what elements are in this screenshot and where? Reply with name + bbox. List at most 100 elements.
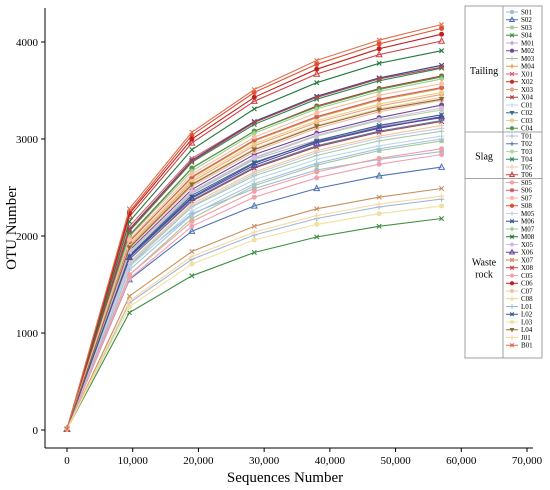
series-line	[66, 187, 442, 430]
data-point-marker	[126, 237, 132, 243]
data-point-marker	[376, 135, 382, 141]
data-point-marker	[126, 245, 133, 251]
data-point-marker	[188, 227, 196, 234]
legend-group-label-line: rock	[475, 270, 493, 281]
data-point-marker	[314, 94, 320, 100]
data-point-marker	[375, 124, 383, 132]
legend-item: C02	[506, 109, 533, 117]
legend-label: M05	[521, 210, 535, 218]
series-B01	[64, 21, 445, 432]
data-point-marker	[376, 88, 382, 95]
data-point-marker	[251, 130, 258, 136]
series-C05	[64, 152, 445, 432]
data-point-marker	[314, 234, 320, 240]
legend-label: C02	[521, 109, 533, 117]
data-point-marker	[189, 248, 195, 255]
data-point-marker	[314, 206, 320, 212]
data-point-marker	[251, 237, 257, 243]
data-point-marker	[189, 147, 195, 153]
data-point-marker	[251, 86, 257, 93]
data-point-marker	[509, 188, 515, 193]
legend-item: C03	[506, 117, 533, 125]
data-point-marker	[189, 273, 195, 279]
data-point-marker	[251, 223, 257, 229]
data-point-marker	[437, 163, 446, 170]
y-tick-label: 2000	[16, 231, 39, 243]
legend-item: L02	[506, 311, 533, 319]
legend-item: S02	[506, 16, 532, 24]
data-point-marker	[509, 141, 515, 147]
data-point-marker	[125, 253, 134, 261]
legend-item: S03	[506, 24, 532, 32]
data-point-marker	[509, 63, 515, 69]
legend-label: C03	[521, 117, 533, 125]
data-point-marker	[438, 21, 445, 28]
y-axis-title: OTU Number	[4, 186, 20, 270]
legend-label: M03	[521, 55, 535, 63]
data-point-marker	[376, 37, 382, 43]
data-point-marker	[509, 40, 515, 46]
data-point-marker	[509, 343, 515, 348]
data-point-marker	[438, 97, 445, 103]
legend-item: C06	[506, 280, 533, 288]
data-point-marker	[189, 203, 195, 209]
data-point-marker	[314, 66, 320, 72]
legend-label: T05	[521, 163, 533, 171]
data-point-marker	[313, 106, 320, 112]
data-point-marker	[509, 195, 515, 201]
data-point-marker	[189, 171, 195, 177]
legend-item: M07	[506, 225, 535, 233]
legend-label: S01	[521, 8, 532, 16]
data-point-marker	[189, 261, 195, 267]
legend-label: C06	[521, 280, 533, 288]
data-point-marker	[508, 171, 516, 178]
data-point-marker	[509, 102, 515, 108]
data-point-marker	[313, 124, 320, 130]
x-tick-label: 20,000	[183, 455, 214, 467]
data-point-marker	[189, 216, 195, 221]
data-point-marker	[375, 50, 383, 58]
legend-label: X08	[521, 264, 534, 272]
legend-item: X03	[506, 86, 534, 94]
x-tick-label: 50,000	[380, 455, 411, 467]
data-point-marker	[251, 171, 257, 177]
legend-label: X07	[521, 256, 534, 264]
legend-label: M02	[521, 47, 535, 55]
data-point-marker	[189, 182, 195, 188]
legend-label: S05	[521, 179, 532, 187]
data-point-marker	[376, 76, 382, 82]
legend-item: T05	[506, 163, 533, 171]
legend-item: T03	[506, 148, 533, 156]
data-point-marker	[126, 304, 132, 310]
y-tick-label: 1000	[16, 328, 39, 340]
legend-item: X02	[506, 78, 534, 86]
data-point-marker	[438, 193, 445, 199]
data-point-marker	[509, 164, 515, 170]
series-T01	[64, 136, 445, 432]
data-point-marker	[314, 221, 320, 227]
data-point-marker	[509, 234, 515, 239]
axes	[44, 8, 533, 449]
data-point-marker	[314, 160, 320, 166]
legend-label: M07	[521, 225, 535, 233]
data-point-marker	[439, 89, 445, 95]
data-point-marker	[509, 203, 515, 208]
legend-label: M01	[521, 39, 535, 47]
series-S05	[64, 146, 445, 432]
legend-label: M08	[521, 233, 535, 241]
legend-item: L04	[506, 326, 533, 334]
data-point-marker	[376, 60, 382, 66]
legend-label: C01	[521, 101, 533, 109]
legend-item: X06	[506, 248, 534, 257]
data-point-marker	[189, 188, 195, 194]
data-point-marker	[314, 143, 320, 149]
y-tick-label: 0	[33, 425, 39, 437]
legend-label: T06	[521, 171, 533, 179]
data-point-marker	[439, 105, 445, 111]
data-point-marker	[509, 211, 515, 216]
legend-group-label: Slag	[475, 151, 493, 162]
series-line	[66, 40, 442, 430]
legend-label: S02	[521, 16, 532, 24]
data-point-marker	[376, 41, 382, 47]
legend-item: C04	[506, 125, 533, 133]
